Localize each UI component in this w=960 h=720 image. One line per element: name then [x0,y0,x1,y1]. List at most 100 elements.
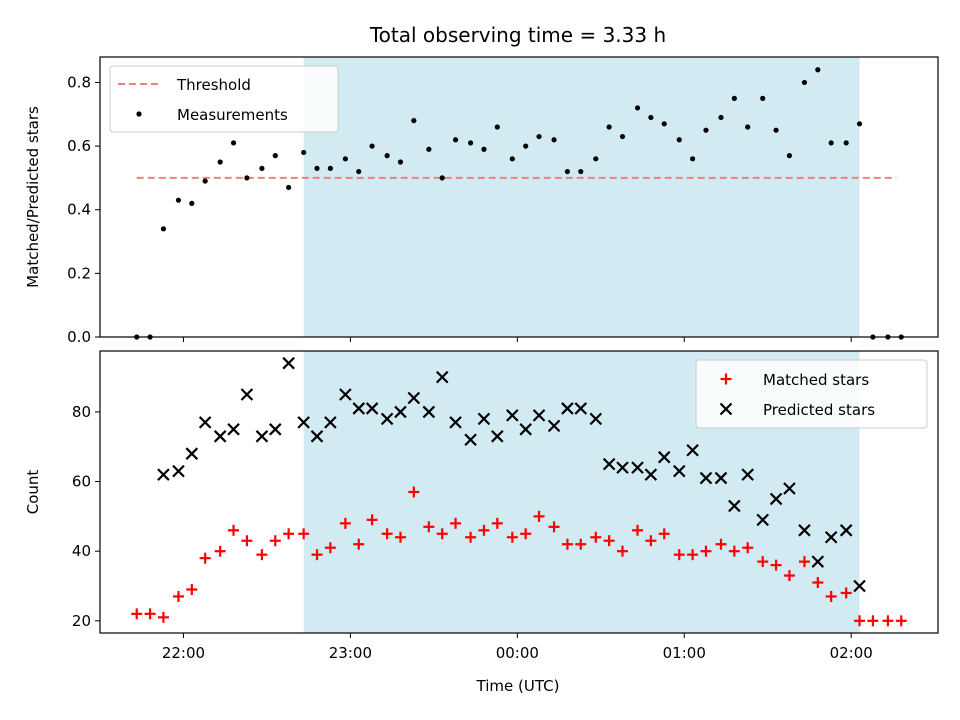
y-tick-label: 0.0 [67,328,91,346]
top-y-ticks: 0.0 0.2 0.4 0.6 0.8 [67,73,100,346]
predicted-star-point [477,412,491,426]
measurement-point [259,165,265,171]
predicted-star-point [352,402,366,415]
measurement-point [397,159,404,165]
measurement-point [801,79,808,86]
predicted-star-point [464,433,477,447]
y-tick-label: 20 [72,612,91,630]
measurement-point [314,165,320,171]
measurement-point [760,95,766,101]
measurement-point [676,137,682,143]
matched-star-point [590,531,602,543]
matched-star-point [603,535,615,547]
matched-star-point [742,542,754,554]
predicted-star-point [616,461,629,474]
top-legend-box [109,65,339,133]
measurement-point [217,159,223,165]
matched-star-point [423,521,435,533]
measurement-point [452,137,459,143]
measurement-point [828,140,834,146]
top-panel-frame [99,56,939,338]
matched-star-point [895,615,907,627]
predicted-star-point [185,447,199,460]
measurement-point [606,124,612,130]
predicted-star-point [699,471,713,485]
measurement-point [731,95,737,101]
measurement-point [551,137,557,143]
measurement-point [815,67,821,73]
measurement-point [189,200,195,206]
observing-window-shade-top [303,57,860,337]
x-tick-label: 22:00 [162,644,205,662]
matched-star-point [770,559,782,571]
matched-star-point [172,590,184,602]
predicted-star-point [422,405,436,419]
measurement-markers [134,67,904,340]
predicted-star-point [339,388,352,401]
matched-star-point [757,556,769,568]
matched-star-point [533,510,545,522]
x-axis-label: Time (UTC) [476,677,560,695]
matched-star-point [408,486,420,498]
matched-star-point [632,524,644,536]
measurement-point [619,133,626,140]
x-tick-label: 01:00 [663,644,706,662]
measurement-point [536,133,542,140]
matched-star-point [228,524,240,536]
predicted-star-point [631,461,644,474]
y-tick-label: 0.6 [67,137,91,155]
measurement-point [160,226,167,232]
matched-star-point [673,549,685,561]
matched-star-point [298,528,310,540]
matched-star-point [186,583,198,595]
predicted-star-point [435,370,449,384]
matched-star-point [491,517,503,529]
predicted-star-point [657,450,671,464]
top-legend: Threshold Measurements [109,65,339,133]
legend-threshold-label: Threshold [176,76,251,94]
bottom-panel: 20 40 60 80 22:00 23:00 00:00 01:00 02:00 Count… [24,350,939,662]
x-tick-label: 00:00 [496,644,539,662]
predicted-star-point [491,430,504,443]
y-tick-label: 0.4 [67,201,91,219]
legend-matched-swatch [720,373,732,385]
matched-star-point [311,549,323,561]
matched-star-point [825,590,837,602]
matched-star-point [812,577,824,589]
matched-star-point [214,545,226,557]
predicted-star-point [547,419,561,433]
chart-title: Total observing time = 3.33 h [369,23,666,47]
predicted-star-point [380,412,394,426]
measurement-point [648,114,654,121]
predicted-star-point [686,443,699,457]
matched-star-point [867,615,879,627]
predicted-star-point [561,402,574,415]
matched-star-point [283,528,295,540]
measurement-point [202,178,208,184]
matched-star-point [339,517,351,529]
predicted-star-point [532,409,546,422]
legend-predicted-swatch [719,402,733,416]
measurement-point [356,168,362,175]
matched-star-point [436,528,448,540]
predicted-star-point [324,416,337,429]
y-tick-label: 0.8 [67,73,91,91]
measurement-point [342,156,348,162]
matched-star-point [394,531,406,543]
measurement-point [523,143,529,149]
matched-star-point [728,545,740,557]
measurement-point [786,153,793,159]
matched-star-point [548,521,560,533]
matched-star-point [199,552,211,564]
matched-star-point [381,528,393,540]
top-panel: 0.00.20.40.60.8 Matched/Predicted stars … [24,56,939,346]
predicted-star-point [240,388,254,401]
matched-star-point [687,549,699,561]
measurement-point [426,146,432,152]
matched-star-point [700,545,712,557]
matched-star-point [506,531,518,543]
measurement-point [467,140,474,146]
predicted-star-point [756,513,769,527]
y-tick-label: 60 [72,473,91,491]
measurement-point [843,140,849,146]
